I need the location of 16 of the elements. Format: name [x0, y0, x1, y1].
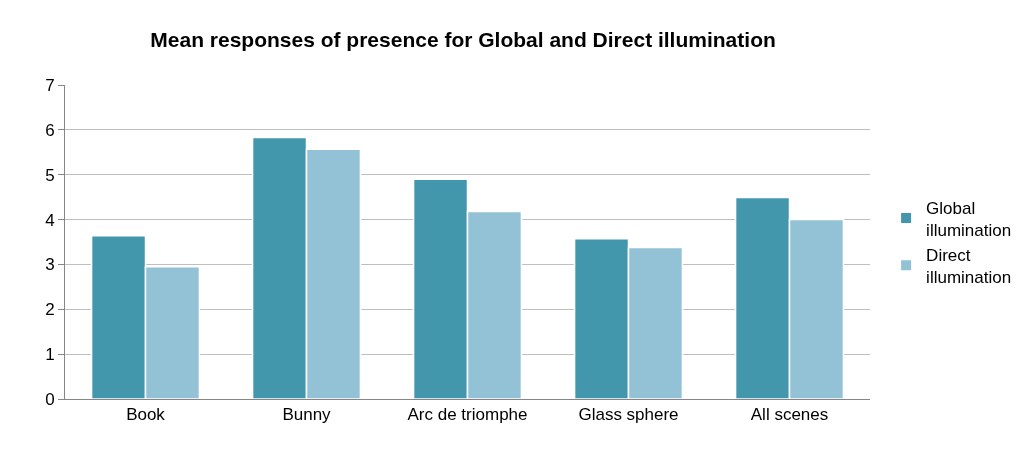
- legend-label: Global illumination: [926, 198, 1012, 240]
- y-tick-label: 7: [45, 75, 55, 95]
- y-tick-label: 1: [45, 345, 55, 365]
- y-tick-label: 0: [45, 389, 55, 409]
- y-tick-label: 6: [45, 120, 55, 140]
- legend-label: Direct illumination: [926, 245, 1012, 287]
- x-tick-label: Glass sphere: [578, 405, 679, 425]
- y-tick-label: 5: [45, 165, 55, 185]
- x-tick-label: Arc de triomphe: [407, 405, 528, 425]
- x-tick-label: Book: [126, 405, 166, 425]
- y-tick-label: 2: [45, 300, 55, 320]
- x-tick-label: All scenes: [750, 405, 829, 425]
- x-tick-label: Bunny: [282, 405, 332, 425]
- y-tick-label: 3: [45, 255, 55, 275]
- chart-title: Mean responses of presence for Global and Direct illumination: [150, 27, 776, 51]
- y-tick-label: 4: [45, 210, 55, 230]
